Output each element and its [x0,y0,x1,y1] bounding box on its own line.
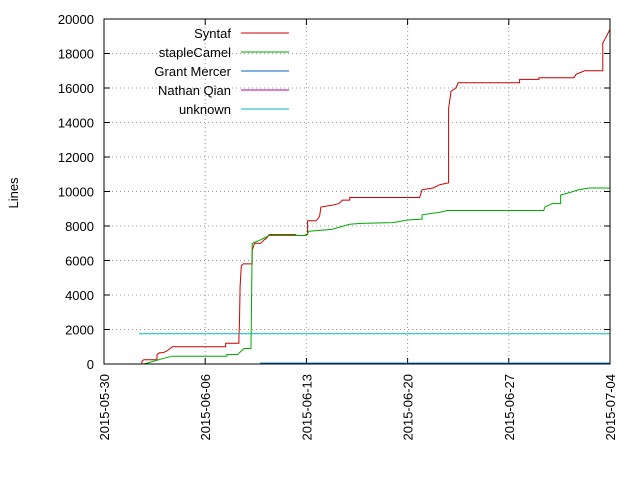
x-tick-label: 2015-06-13 [299,374,314,441]
y-tick-label: 10000 [58,185,94,200]
x-tick-labels: 2015-05-30 2015-06-06 2015-06-13 2015-06-20… [97,374,618,441]
series-lines [138,29,611,365]
x-tick-label: 2015-06-06 [198,374,213,441]
series-line-staplecamel [143,187,610,365]
y-tick-label: 2000 [65,323,94,338]
legend-label-grant-mercer: Grant Mercer [154,64,231,79]
y-tick-labels: 0 2000 4000 6000 8000 10000 12000 14000 16000 180… [58,12,94,372]
y-tick-label: 20000 [58,12,94,27]
legend-label-syntaf: Syntaf [194,26,231,41]
y-tick-label: 0 [87,357,94,372]
legend-label-unknown: unknown [179,102,231,117]
y-tick-label: 4000 [65,288,94,303]
y-tick-label: 16000 [58,81,94,96]
y-tick-label: 12000 [58,150,94,165]
series-line-syntaf [141,29,611,364]
x-tick-label: 2015-05-30 [97,374,112,441]
x-tick-label: 2015-06-20 [401,374,416,441]
legend-label-nathan-qian: Nathan Qian [158,83,231,98]
y-tick-label: 18000 [58,47,94,62]
y-tick-label: 6000 [65,254,94,269]
grid-lines [104,19,610,364]
plot-frame [103,18,611,365]
x-tick-label: 2015-06-27 [502,374,517,441]
y-tick-label: 8000 [65,219,94,234]
legend: Syntaf stapleCamel Grant Mercer Nathan Qian… [154,26,289,117]
y-axis-label: Lines [6,177,21,209]
axis-ticks [103,18,611,365]
legend-label-staplecamel: stapleCamel [159,45,231,60]
y-tick-label: 14000 [58,116,94,131]
x-tick-label: 2015-07-04 [603,374,618,441]
